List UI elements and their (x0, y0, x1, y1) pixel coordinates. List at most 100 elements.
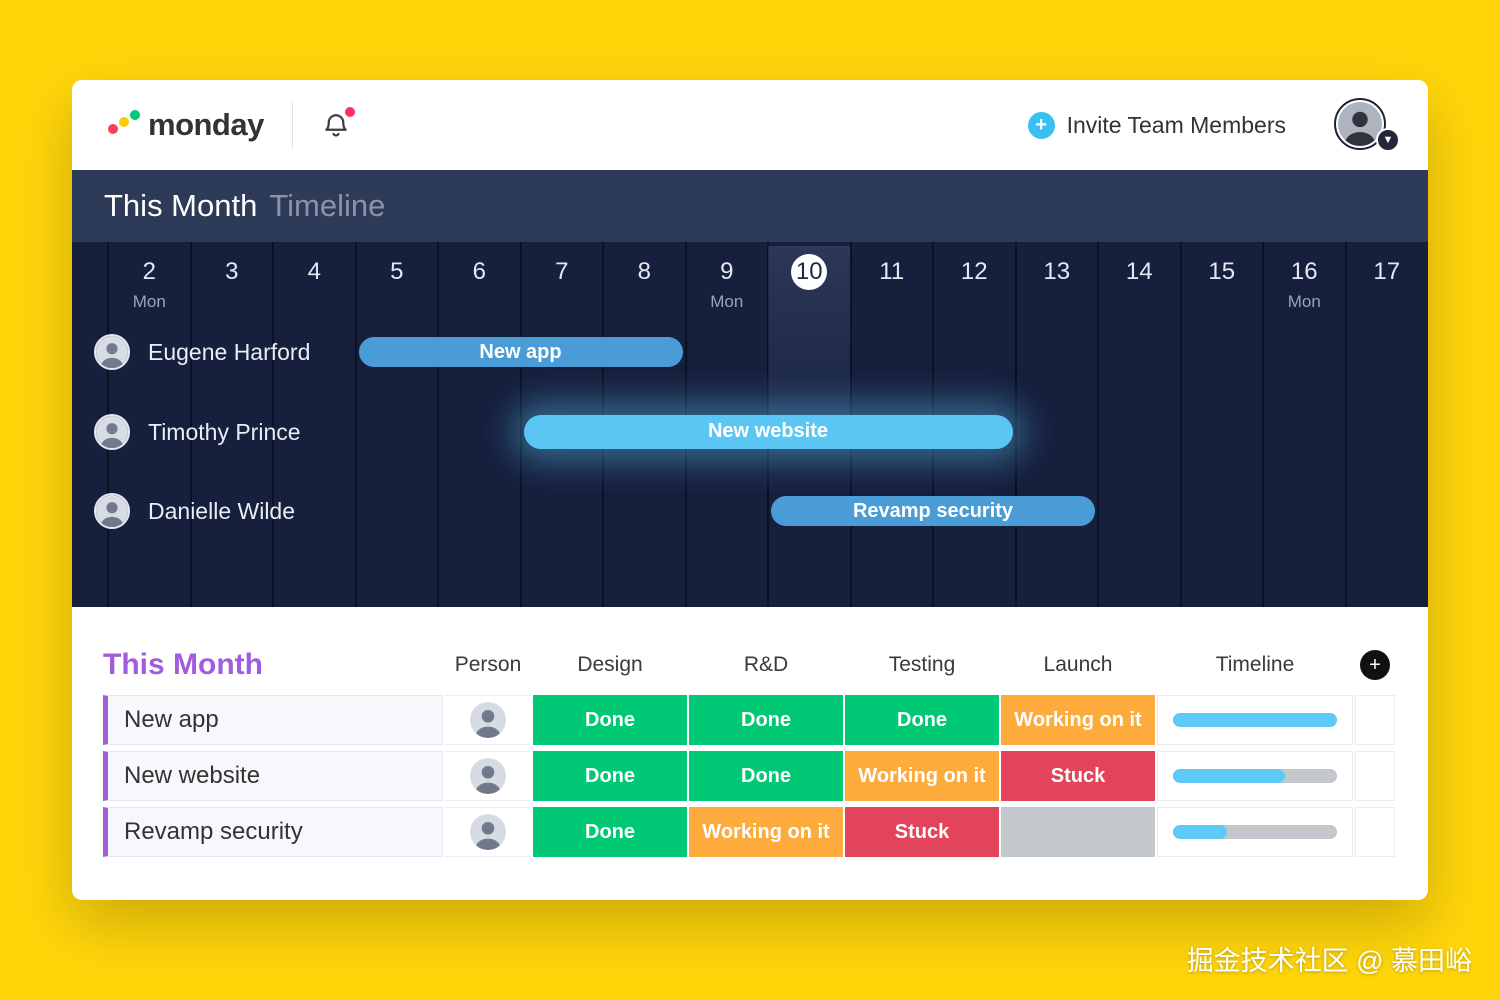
day-label[interactable]: 9 Mon (686, 254, 769, 312)
day-label[interactable]: 11 (851, 254, 934, 290)
column-header-design: Design (577, 653, 643, 676)
chevron-down-icon[interactable]: ▼ (1376, 128, 1400, 152)
day-label[interactable]: 17 (1346, 254, 1429, 290)
day-number: 5 (390, 258, 404, 285)
column-header-person: Person (454, 653, 522, 676)
day-label[interactable]: 16 Mon (1263, 254, 1346, 312)
progress-track (1173, 769, 1337, 783)
status-cell[interactable]: Working on it (1001, 695, 1155, 745)
column-header-rd: R&D (743, 653, 789, 676)
day-label[interactable]: 13 (1016, 254, 1099, 290)
day-number: 9 (720, 258, 734, 285)
day-number: 4 (307, 258, 321, 285)
person-avatar (470, 702, 506, 738)
status-cell[interactable]: Done (533, 695, 687, 745)
day-weekday-label: Mon (1287, 292, 1321, 311)
plus-icon: + (1027, 111, 1055, 139)
monday-logo-icon (108, 110, 142, 140)
person-avatar (94, 413, 130, 450)
divider (291, 102, 293, 148)
person-avatar (470, 814, 506, 850)
table-header: This Month Person Design R&D Testing Lau… (103, 643, 1397, 687)
grid-line (189, 242, 192, 607)
progress-fill (1173, 713, 1337, 727)
timeline-task-bar[interactable]: New website (523, 414, 1013, 449)
person-avatar (94, 334, 130, 370)
day-label[interactable]: 14 (1098, 254, 1181, 290)
task-name-cell[interactable]: New website (103, 751, 443, 801)
today-marker: 10 (791, 254, 828, 290)
day-label[interactable]: 8 (603, 254, 686, 290)
person-cell[interactable] (445, 807, 531, 857)
notification-bell-icon[interactable] (321, 105, 357, 140)
column-header-timeline: Timeline (1215, 653, 1295, 676)
status-cell[interactable]: Done (845, 695, 999, 745)
column-header-testing: Testing (888, 653, 956, 676)
day-label[interactable]: 4 (273, 254, 356, 290)
monday-logo[interactable]: monday (108, 107, 264, 143)
table-row: New app Done Done Done Working on it (103, 695, 1397, 745)
status-cell[interactable] (1001, 807, 1155, 857)
day-label[interactable]: 2 Mon (108, 254, 191, 312)
table-rows: New app Done Done Done Working on it New webs… (103, 695, 1397, 857)
table-row: New website Done Done Working on it Stuck (103, 751, 1397, 801)
status-cell[interactable]: Done (533, 751, 687, 801)
table-section: This Month Person Design R&D Testing Lau… (72, 607, 1428, 857)
board-header: This Month Timeline (72, 170, 1428, 242)
timeline-panel: 2 Mon 3 4 5 6 7 8 9 Mon 10 11 12 13 14 15 16 Mon 17 Eugene … (72, 242, 1428, 607)
person-name: Timothy Prince (148, 418, 301, 445)
progress-fill (1173, 825, 1228, 839)
day-number: 12 (960, 258, 988, 285)
invite-team-members-button[interactable]: + Invite Team Members (1027, 111, 1286, 139)
board-subtitle: Timeline (269, 188, 386, 223)
row-end-cell (1355, 807, 1395, 857)
row-end-cell (1355, 695, 1395, 745)
status-cell[interactable]: Working on it (689, 807, 843, 857)
invite-label: Invite Team Members (1066, 111, 1286, 138)
app-window: monday + Invite Team Members ▼ This Mont… (72, 80, 1428, 900)
day-label[interactable]: 6 (438, 254, 521, 290)
board-title: This Month (104, 188, 258, 223)
row-end-cell (1355, 751, 1395, 801)
day-label[interactable]: 3 (191, 254, 274, 290)
status-cell[interactable]: Done (689, 751, 843, 801)
person-cell[interactable] (445, 751, 531, 801)
brand-name: monday (148, 107, 264, 142)
status-cell[interactable]: Working on it (845, 751, 999, 801)
user-avatar[interactable] (1334, 98, 1386, 150)
status-cell[interactable]: Done (689, 695, 843, 745)
status-cell[interactable]: Stuck (845, 807, 999, 857)
timeline-task-bar[interactable]: Revamp security (771, 496, 1095, 526)
day-number: 14 (1125, 258, 1153, 285)
watermark: 掘金技术社区 @ 慕田峪 (1186, 946, 1472, 976)
timeline-progress-cell[interactable] (1157, 807, 1353, 857)
status-cell[interactable]: Stuck (1001, 751, 1155, 801)
progress-track (1173, 825, 1337, 839)
day-number: 11 (879, 258, 905, 285)
grid-line (1262, 242, 1264, 607)
timeline-task-bar[interactable]: New app (358, 337, 683, 367)
day-number: 16 (1290, 258, 1318, 285)
grid-line (1344, 242, 1347, 607)
timeline-progress-cell[interactable] (1157, 695, 1353, 745)
day-label[interactable]: 5 (356, 254, 439, 290)
person-name: Eugene Harford (148, 339, 311, 365)
day-number: 15 (1208, 258, 1236, 285)
day-number: 7 (555, 258, 569, 285)
person-cell[interactable] (445, 695, 531, 745)
grid-line (272, 242, 274, 607)
status-cell[interactable]: Done (533, 807, 687, 857)
day-label[interactable]: 7 (521, 254, 604, 290)
day-weekday-label: Mon (132, 292, 166, 311)
task-name-cell[interactable]: Revamp security (103, 807, 443, 857)
add-column-button[interactable]: + (1360, 650, 1390, 680)
day-number: 17 (1373, 258, 1401, 285)
person-avatar (470, 758, 506, 794)
day-label[interactable]: 15 (1181, 254, 1264, 290)
day-label[interactable]: 10 (768, 254, 851, 290)
task-name-cell[interactable]: New app (103, 695, 443, 745)
day-label[interactable]: 12 (933, 254, 1016, 290)
day-number: 3 (225, 258, 239, 285)
timeline-progress-cell[interactable] (1157, 751, 1353, 801)
table-row: Revamp security Done Working on it Stuck (103, 807, 1397, 857)
